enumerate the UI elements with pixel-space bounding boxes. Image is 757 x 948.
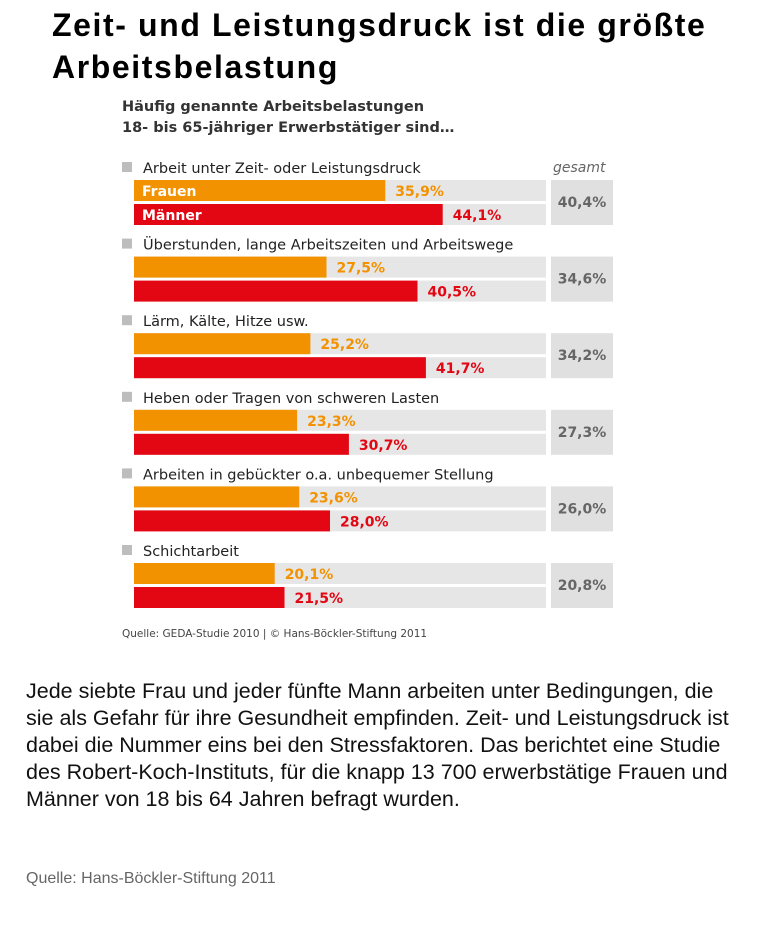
category-label: Lärm, Kälte, Hitze usw. <box>143 314 309 330</box>
data-label: 41,7% <box>436 361 485 377</box>
data-label: 25,2% <box>320 337 369 353</box>
body-text: Jede siebte Frau und jeder fünfte Mann a… <box>26 679 729 811</box>
category-label: Überstunden, lange Arbeitszeiten und Arb… <box>143 236 513 254</box>
total-column-header: gesamt <box>553 160 606 176</box>
data-label: 30,7% <box>359 438 408 454</box>
source-line: Quelle: Hans-Böckler-Stiftung 2011 <box>26 870 276 887</box>
category-bullet <box>122 162 132 172</box>
bar-frauen <box>134 563 275 584</box>
total-box <box>551 333 613 379</box>
chart-title: Häufig genannte Arbeitsbelastungen <box>122 99 425 115</box>
bar-frauen <box>134 333 311 355</box>
chart-subtitle: 18- bis 65-jähriger Erwerbstätiger sind… <box>122 120 455 136</box>
category-bullet <box>122 545 132 555</box>
data-label: 40,5% <box>428 285 477 301</box>
category-label: Arbeiten in gebückter o.a. unbequemer St… <box>143 467 494 483</box>
data-label: 20,1% <box>285 567 334 583</box>
bar-frauen <box>134 486 300 508</box>
total-box <box>551 486 613 532</box>
total-value: 34,6% <box>558 272 607 288</box>
category-bullet <box>122 391 132 402</box>
data-label: 23,3% <box>307 414 356 430</box>
bar-maenner <box>134 204 443 225</box>
bar-maenner <box>134 357 426 379</box>
data-label: 23,6% <box>309 490 358 506</box>
data-label: 44,1% <box>453 208 502 224</box>
total-box <box>551 180 613 225</box>
total-box <box>551 409 613 455</box>
category-label: Heben oder Tragen von schweren Lasten <box>143 391 439 407</box>
category-bullet <box>122 315 132 326</box>
bar-maenner <box>134 280 418 302</box>
total-value: 20,8% <box>558 578 607 594</box>
headline: Zeit- und Leistungsdruck ist die größte … <box>52 7 707 85</box>
series-label: Männer <box>142 208 202 224</box>
data-label: 35,9% <box>395 184 444 200</box>
category-bullet <box>122 238 132 249</box>
category-bullet <box>122 468 132 479</box>
total-value: 34,2% <box>558 348 607 364</box>
bar-frauen <box>134 180 386 201</box>
data-label: 21,5% <box>295 591 344 607</box>
chart-title-block: Häufig genannte Arbeitsbelastungen 18- b… <box>122 97 542 139</box>
total-box <box>551 256 613 302</box>
data-label: 28,0% <box>340 514 389 530</box>
bar-frauen <box>134 256 327 278</box>
bar-maenner <box>134 510 330 532</box>
series-label: Frauen <box>142 184 196 200</box>
total-value: 26,0% <box>558 501 607 517</box>
data-label: 27,5% <box>337 261 386 277</box>
category-label: Schichtarbeit <box>143 544 239 560</box>
total-box <box>551 563 613 608</box>
bar-frauen <box>134 409 298 431</box>
bar-maenner <box>134 587 285 608</box>
total-value: 40,4% <box>558 195 607 211</box>
chart-source: Quelle: GEDA-Studie 2010 | © Hans-Böckle… <box>122 628 427 640</box>
bar-chart: gesamt Arbeit unter Zeit- oder Leistungsd… <box>122 160 613 640</box>
category-label: Arbeit unter Zeit- oder Leistungsdruck <box>143 161 421 177</box>
total-value: 27,3% <box>558 425 607 441</box>
bar-maenner <box>134 433 349 455</box>
